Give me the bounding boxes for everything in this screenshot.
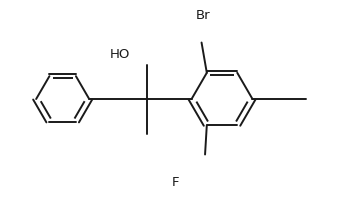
Text: F: F	[172, 176, 179, 189]
Text: HO: HO	[110, 48, 130, 61]
Text: Br: Br	[196, 9, 210, 22]
